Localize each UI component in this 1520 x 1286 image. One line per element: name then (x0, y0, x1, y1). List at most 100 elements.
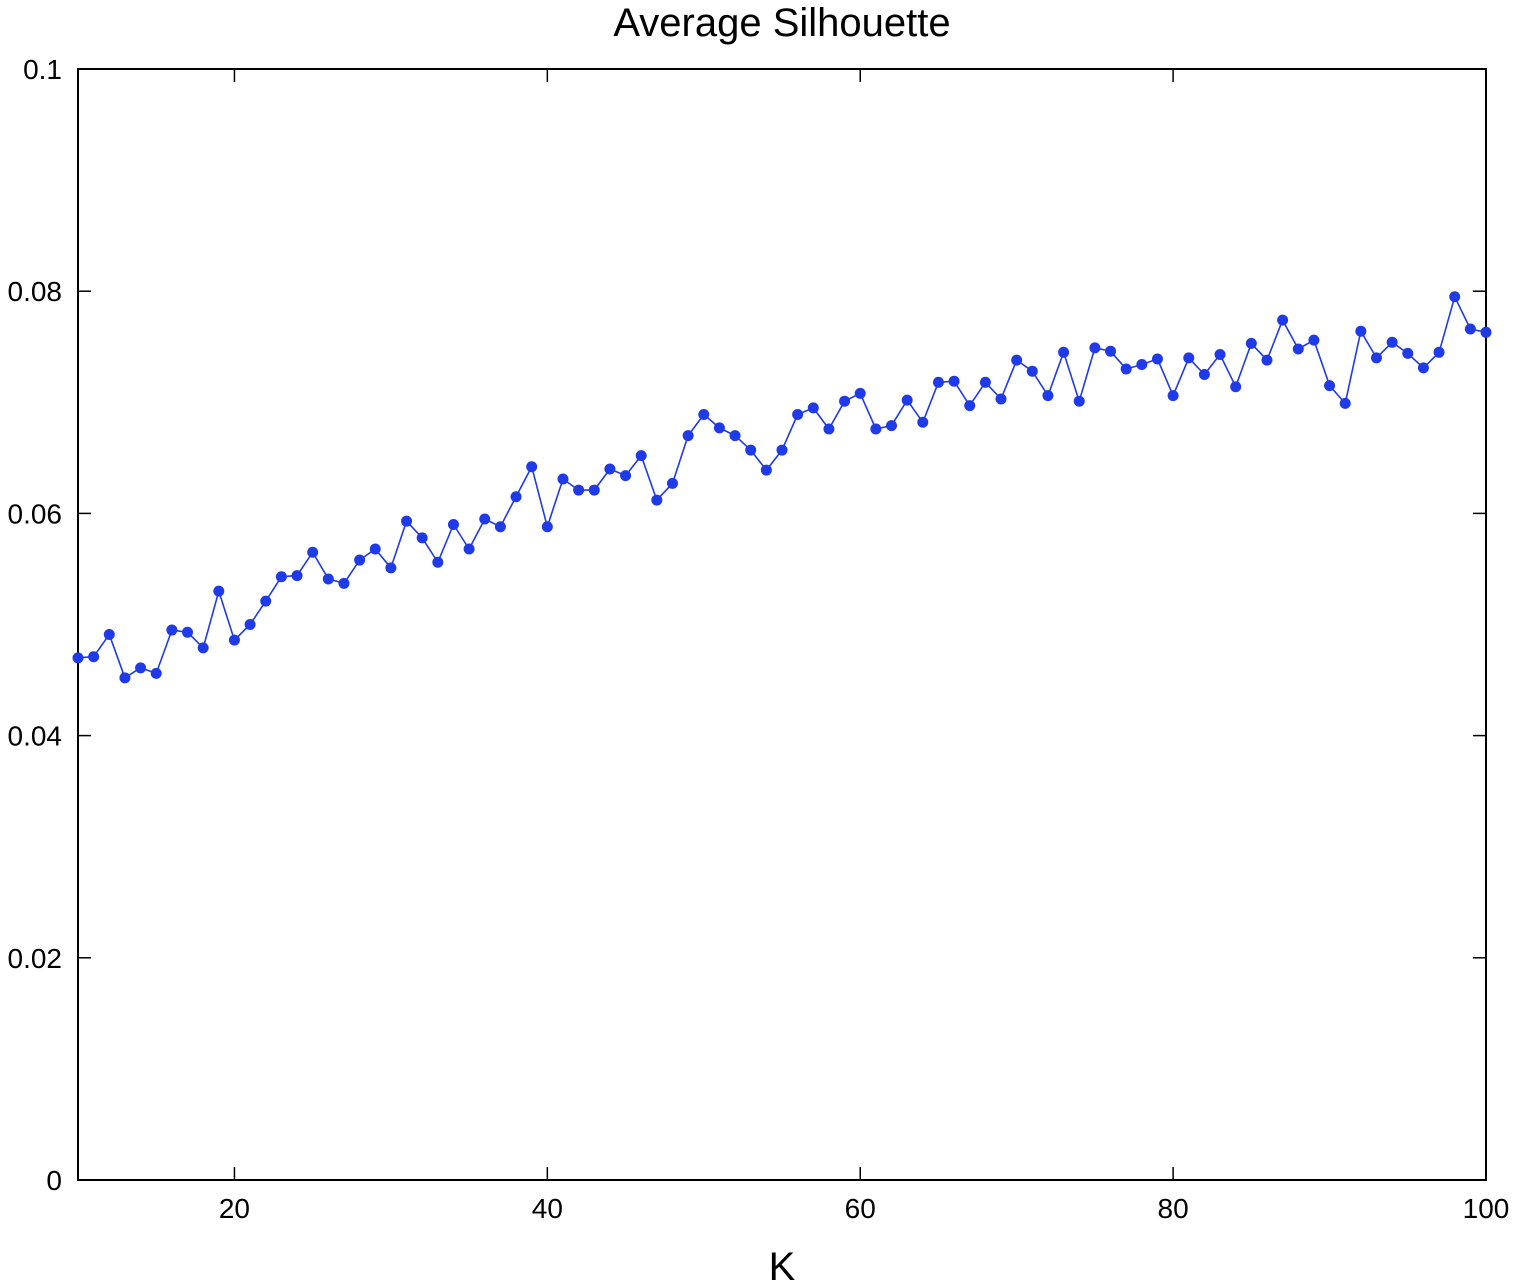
data-point (1339, 397, 1351, 409)
data-point (1308, 334, 1320, 346)
data-point (244, 619, 256, 630)
data-point (1042, 390, 1054, 402)
data-point (1277, 314, 1289, 326)
data-point (72, 652, 84, 664)
x-tick-label: 80 (1158, 1193, 1189, 1224)
chart-title: Average Silhouette (613, 1, 950, 45)
x-axis-label: K (769, 1245, 796, 1286)
data-point (1449, 291, 1461, 303)
data-point (1058, 346, 1070, 358)
data-point (1105, 345, 1117, 357)
series-line (77, 295, 1487, 679)
data-point (338, 577, 350, 589)
data-point (228, 634, 240, 646)
data-point (182, 626, 194, 638)
data-point (432, 556, 444, 568)
data-point (776, 444, 788, 456)
data-point (1386, 336, 1398, 348)
data-point (401, 515, 413, 527)
x-tick-label: 60 (845, 1193, 876, 1224)
data-point (588, 484, 600, 496)
data-point (88, 651, 100, 663)
data-point (1011, 354, 1023, 366)
data-point (213, 585, 225, 597)
data-point (1402, 347, 1414, 359)
data-point (1089, 342, 1101, 354)
data-point (494, 521, 506, 533)
data-point (1120, 363, 1132, 375)
data-point (1230, 381, 1242, 393)
data-point (573, 484, 585, 496)
data-point (932, 376, 944, 388)
data-point (1151, 353, 1163, 365)
data-point (1167, 390, 1179, 402)
y-tick-label: 0 (46, 1165, 62, 1196)
data-point (1433, 346, 1445, 358)
data-point (1214, 349, 1226, 361)
y-tick-label: 0.02 (8, 943, 63, 974)
x-tick-label: 20 (219, 1193, 250, 1224)
data-point (1073, 395, 1085, 407)
data-point (1355, 325, 1367, 337)
data-point (463, 543, 475, 555)
data-point (620, 470, 632, 482)
data-point (745, 444, 757, 456)
data-point (1417, 362, 1429, 374)
x-axis: 20 40 60 80 100 (219, 69, 1509, 1224)
data-point (1480, 326, 1492, 338)
data-point (823, 423, 835, 435)
data-point (479, 513, 491, 525)
data-point (651, 494, 663, 506)
data-point (886, 420, 898, 432)
data-point (291, 570, 303, 582)
data-point (964, 400, 976, 412)
data-point (682, 430, 694, 442)
y-tick-label: 0.08 (8, 276, 63, 307)
data-point (1261, 354, 1273, 366)
data-point (150, 667, 162, 679)
data-point (526, 461, 538, 473)
data-point (197, 642, 209, 654)
data-point (1245, 337, 1257, 349)
data-point (1292, 343, 1304, 355)
x-tick-label: 100 (1463, 1193, 1510, 1224)
data-point (666, 477, 678, 489)
data-point (447, 519, 459, 531)
data-point (604, 463, 616, 475)
data-point (1183, 352, 1195, 364)
data-point (307, 546, 319, 558)
data-point (166, 624, 178, 636)
data-point (979, 376, 991, 388)
data-point (807, 402, 819, 414)
data-point (948, 375, 960, 387)
y-tick-label: 0.06 (8, 498, 63, 529)
data-point (385, 562, 397, 574)
data-point (260, 595, 272, 607)
y-axis: 0 0.02 0.04 0.06 0.08 0.1 (8, 54, 1486, 1196)
data-point (354, 554, 366, 566)
data-point (995, 393, 1007, 405)
y-tick-label: 0.04 (8, 721, 63, 752)
data-point (275, 571, 287, 583)
data-point (1026, 365, 1038, 377)
series-layer (72, 291, 1492, 684)
data-point (760, 464, 772, 476)
data-point (369, 543, 381, 555)
data-point (135, 662, 147, 674)
plot-area-frame (77, 68, 1487, 1181)
data-point (557, 473, 569, 485)
data-point (854, 387, 866, 399)
data-point (901, 394, 913, 406)
data-point (713, 422, 725, 434)
data-point (698, 409, 710, 421)
data-point (1370, 352, 1382, 364)
data-point (870, 423, 882, 435)
data-point (322, 573, 334, 585)
data-point (416, 532, 428, 544)
data-point (1464, 323, 1476, 335)
data-point (1198, 369, 1210, 381)
data-point (1324, 380, 1336, 392)
data-point (839, 395, 851, 407)
data-point (103, 628, 115, 640)
